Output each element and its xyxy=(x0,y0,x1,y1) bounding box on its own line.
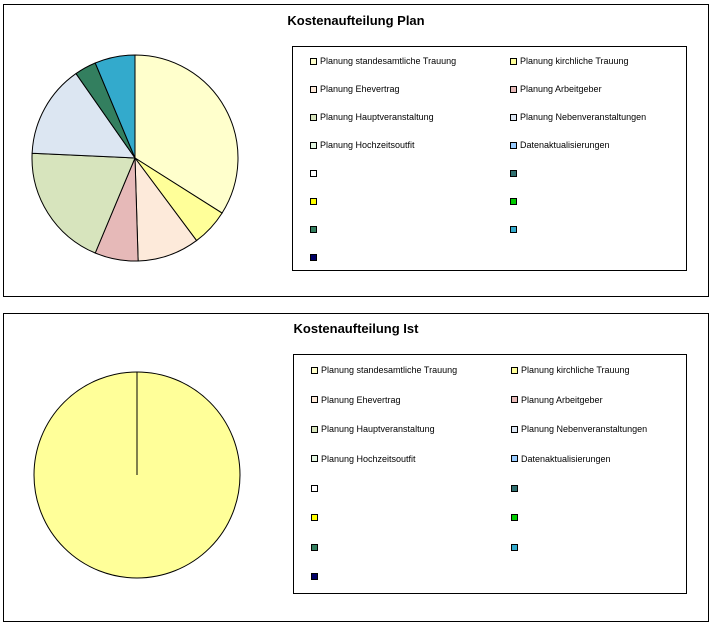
legend-item: Planung standesamtliche Trauung xyxy=(310,55,456,67)
legend-swatch xyxy=(310,253,317,261)
legend-item xyxy=(310,223,320,235)
pie-ist xyxy=(33,371,241,579)
pie-slice xyxy=(94,54,136,159)
legend-item xyxy=(311,482,321,494)
legend-swatch xyxy=(510,57,517,65)
legend-swatch xyxy=(311,396,318,403)
legend-label: Planung Arbeitgeber xyxy=(521,394,603,405)
pie-slice xyxy=(31,72,136,159)
legend-swatch xyxy=(511,514,518,521)
legend-swatch xyxy=(311,514,318,521)
legend-swatch xyxy=(511,484,518,492)
chart-ist: Kostenaufteilung Ist Planung standesamtl… xyxy=(3,313,709,622)
legend-item xyxy=(311,512,321,524)
legend-label: Planung Hochzeitsoutfit xyxy=(321,453,416,464)
legend-item: Datenaktualisierungen xyxy=(511,453,611,465)
legend-swatch xyxy=(511,455,518,462)
legend-label: Planung standesamtliche Trauung xyxy=(320,56,457,66)
legend-item: Planung Arbeitgeber xyxy=(510,83,602,95)
legend-item: Planung Hauptveranstaltung xyxy=(311,423,435,435)
legend-swatch xyxy=(310,169,317,177)
legend-item: Planung Nebenveranstaltungen xyxy=(511,423,647,435)
legend-item: Planung Hauptveranstaltung xyxy=(310,111,434,123)
legend-swatch xyxy=(511,425,518,433)
legend-label: Planung Ehevertrag xyxy=(320,84,400,94)
legend-swatch xyxy=(511,366,518,374)
chart-title: Kostenaufteilung Ist xyxy=(293,321,419,336)
legend-swatch xyxy=(310,197,317,205)
legend-item xyxy=(311,541,321,553)
legend-swatch xyxy=(510,85,517,93)
legend-label: Planung Hauptveranstaltung xyxy=(321,424,435,434)
legend-swatch xyxy=(310,85,317,93)
legend-item: Planung Ehevertrag xyxy=(311,394,401,406)
legend-label: Planung Ehevertrag xyxy=(321,394,401,405)
legend-swatch xyxy=(311,455,318,462)
legend-item: Planung Arbeitgeber xyxy=(511,394,603,406)
legend-swatch xyxy=(311,484,318,492)
legend-swatch xyxy=(510,141,517,149)
legend-item: Planung kirchliche Trauung xyxy=(511,364,630,376)
legend-swatch xyxy=(511,396,518,403)
legend-label: Planung standesamtliche Trauung xyxy=(321,365,458,375)
legend-item xyxy=(310,251,320,263)
legend-item: Planung Hochzeitsoutfit xyxy=(311,453,416,465)
legend-item xyxy=(510,167,520,179)
legend-label: Planung Hochzeitsoutfit xyxy=(320,140,415,150)
pie-plan xyxy=(31,54,239,262)
legend-swatch xyxy=(311,366,318,374)
legend-swatch xyxy=(510,197,517,205)
legend-ist: Planung standesamtliche Trauung Planung k… xyxy=(293,354,687,594)
legend-item xyxy=(511,512,521,524)
legend-swatch xyxy=(511,543,518,551)
pie-slice xyxy=(134,54,239,214)
legend-swatch xyxy=(510,225,517,233)
legend-item xyxy=(310,195,320,207)
chart-title: Kostenaufteilung Plan xyxy=(287,13,425,28)
legend-item: Datenaktualisierungen xyxy=(510,139,610,151)
legend-label: Planung Arbeitgeber xyxy=(520,84,602,94)
legend-swatch xyxy=(311,573,318,580)
legend-plan: Planung standesamtliche Trauung Planung k… xyxy=(292,46,687,271)
legend-swatch xyxy=(311,543,318,551)
legend-label: Datenaktualisierungen xyxy=(521,453,611,464)
legend-swatch xyxy=(510,113,517,121)
legend-item: Planung Ehevertrag xyxy=(310,83,400,95)
legend-label: Planung kirchliche Trauung xyxy=(521,365,630,375)
legend-item: Planung kirchliche Trauung xyxy=(510,55,629,67)
legend-swatch xyxy=(311,425,318,433)
legend-label: Planung Hauptveranstaltung xyxy=(320,112,434,122)
legend-swatch xyxy=(310,225,317,233)
legend-item: Planung Hochzeitsoutfit xyxy=(310,139,415,151)
legend-label: Planung Nebenveranstaltungen xyxy=(521,424,648,434)
legend-item xyxy=(510,223,520,235)
legend-swatch xyxy=(510,169,517,177)
legend-item: Planung Nebenveranstaltungen xyxy=(510,111,646,123)
legend-item: Planung standesamtliche Trauung xyxy=(311,364,457,376)
legend-label: Planung kirchliche Trauung xyxy=(520,56,629,66)
legend-item xyxy=(510,195,520,207)
legend-swatch xyxy=(310,57,317,65)
chart-plan: Kostenaufteilung Plan Planung standesamt… xyxy=(3,4,709,297)
legend-swatch xyxy=(310,113,317,121)
legend-label: Datenaktualisierungen xyxy=(520,140,610,150)
legend-label: Planung Nebenveranstaltungen xyxy=(520,112,647,122)
legend-item xyxy=(511,482,521,494)
legend-swatch xyxy=(310,141,317,149)
legend-item xyxy=(311,571,321,583)
pie-slice xyxy=(31,152,136,254)
legend-item xyxy=(310,167,320,179)
legend-item xyxy=(511,541,521,553)
